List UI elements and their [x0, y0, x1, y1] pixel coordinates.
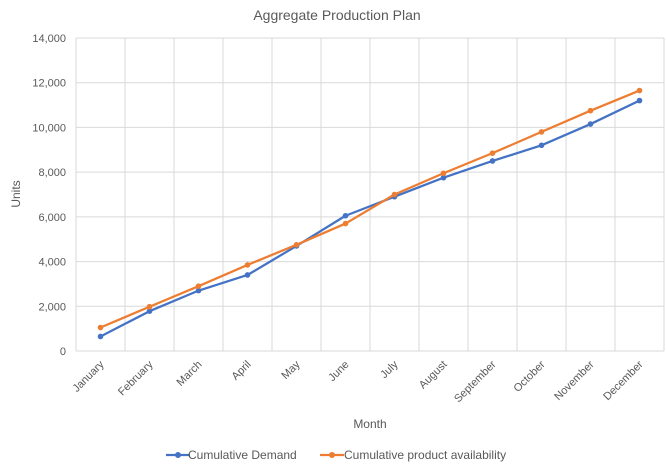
data-point: [97, 324, 104, 331]
legend-marker-availability: [329, 452, 335, 458]
data-point: [342, 212, 349, 219]
data-point: [636, 97, 643, 104]
data-point: [538, 129, 545, 135]
x-tick-label: March: [175, 359, 205, 389]
y-tick-label: 6,000: [38, 212, 66, 224]
legend-item-availability: Cumulative product availability: [320, 448, 506, 462]
series-layer: [97, 87, 643, 340]
y-axis-ticks: 0 2,000 4,000 6,000 8,000 10,000 12,000 14,000: [32, 33, 66, 358]
legend-marker-demand: [175, 452, 181, 458]
series-cumulative-availability: [97, 87, 643, 331]
legend-item-demand: Cumulative Demand: [166, 448, 297, 462]
y-tick-label: 4,000: [38, 257, 66, 269]
data-point: [342, 220, 349, 227]
legend-label-availability: Cumulative product availability: [344, 448, 506, 462]
x-tick-label: June: [326, 359, 351, 384]
x-tick-label: February: [116, 358, 156, 398]
x-tick-label: December: [601, 358, 646, 403]
x-tick-label: May: [279, 358, 303, 382]
data-point: [146, 303, 153, 310]
data-point: [587, 107, 594, 114]
x-tick-label: April: [230, 359, 254, 383]
y-tick-label: 14,000: [32, 33, 66, 45]
y-tick-label: 0: [60, 346, 66, 358]
y-axis-title: Units: [9, 180, 23, 207]
legend: Cumulative Demand Cumulative product ava…: [166, 448, 506, 462]
data-point: [146, 308, 153, 315]
data-point: [244, 262, 251, 268]
series-line: [99, 99, 641, 338]
data-point: [391, 191, 398, 198]
y-tick-label: 10,000: [32, 122, 66, 134]
data-point: [293, 242, 300, 248]
data-point: [636, 87, 643, 94]
data-point: [587, 121, 594, 127]
x-tick-label: January: [70, 358, 107, 395]
y-tick-label: 8,000: [38, 167, 66, 179]
data-point: [489, 150, 496, 156]
data-point: [440, 174, 447, 181]
y-tick-label: 2,000: [38, 301, 66, 313]
data-point: [440, 170, 447, 177]
x-tick-label: October: [511, 358, 547, 394]
data-point: [244, 272, 251, 278]
y-tick-label: 12,000: [32, 78, 66, 90]
data-point: [538, 142, 545, 149]
x-tick-label: August: [417, 359, 450, 392]
data-point: [97, 333, 104, 340]
x-tick-label: November: [552, 358, 597, 403]
series-line: [99, 89, 641, 329]
x-axis-title: Month: [353, 417, 386, 431]
x-tick-label: July: [378, 358, 401, 381]
x-tick-label: September: [452, 358, 499, 405]
data-point: [489, 158, 496, 164]
x-axis-ticks: January February March April May June July Augu…: [70, 358, 645, 405]
chart-title: Aggregate Production Plan: [253, 7, 420, 23]
legend-label-demand: Cumulative Demand: [188, 448, 297, 462]
grid-lines: [75, 37, 665, 352]
data-point: [195, 283, 202, 289]
data-point: [195, 287, 202, 294]
